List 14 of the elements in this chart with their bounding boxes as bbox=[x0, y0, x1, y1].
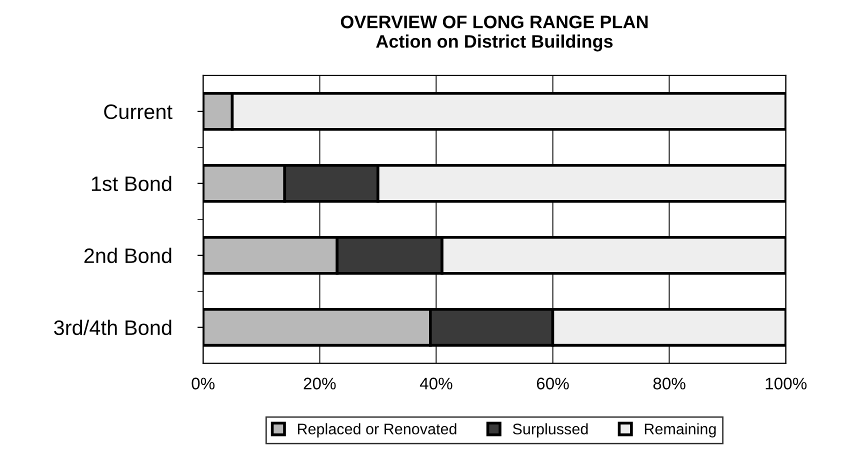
x-tick-label: 100% bbox=[766, 378, 807, 390]
x-tick-label: 20% bbox=[304, 378, 336, 390]
y-tick-label: 3rd/4th Bond bbox=[54, 320, 172, 336]
legend-label: Surplussed bbox=[512, 423, 588, 438]
x-tick-label: 0% bbox=[192, 378, 215, 390]
y-tick-label: 2nd Bond bbox=[84, 248, 172, 264]
x-tick-label: 40% bbox=[420, 378, 452, 390]
x-tick-label: 80% bbox=[653, 378, 686, 390]
legend-label: Remaining bbox=[644, 423, 716, 438]
y-tick-label: Current bbox=[104, 104, 172, 120]
legend-label: Replaced or Renovated bbox=[298, 423, 456, 438]
y-tick-label: 1st Bond bbox=[92, 176, 172, 192]
x-tick-label: 60% bbox=[536, 378, 569, 390]
chart-title: OVERVIEW OF LONG RANGE PLAN Action on District Buildings bbox=[340, 16, 648, 52]
